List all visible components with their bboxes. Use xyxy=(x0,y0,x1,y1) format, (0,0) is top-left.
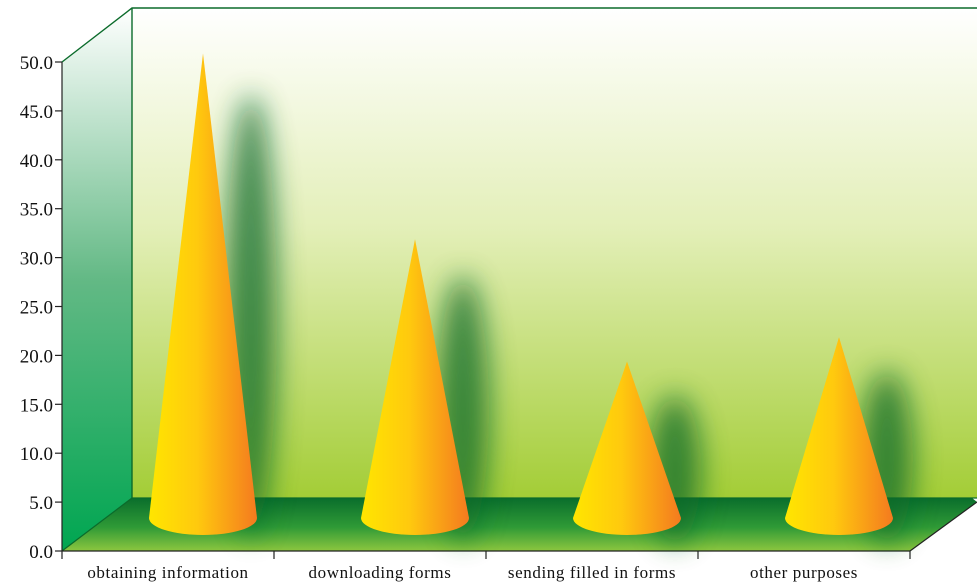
y-tick-label: 50.0 xyxy=(20,53,53,74)
floor-left-edge xyxy=(61,497,133,552)
x-tick-label: obtaining information xyxy=(87,563,248,582)
y-tick-label: 5.0 xyxy=(29,493,53,514)
y-axis: 0.0 5.0 10.0 15.0 20.0 25.0 30.0 35.0 40.0 45.0 50… xyxy=(20,53,63,563)
cones xyxy=(149,53,893,535)
floor xyxy=(62,498,977,551)
cone-bar xyxy=(361,239,469,535)
y-tick-label: 45.0 xyxy=(20,102,53,123)
side-wall xyxy=(62,8,132,551)
cone-bar xyxy=(785,337,893,535)
cone-bar xyxy=(573,361,681,535)
y-tick-label: 0.0 xyxy=(29,542,53,563)
y-tick-label: 40.0 xyxy=(20,151,53,172)
x-tick-label: sending filled in forms xyxy=(508,563,676,582)
x-tick-label: other purposes xyxy=(750,563,858,582)
y-tick-label: 30.0 xyxy=(20,249,53,270)
y-tick-label: 20.0 xyxy=(20,346,53,367)
x-axis: obtaining information downloading forms se… xyxy=(61,550,911,582)
chart-walls xyxy=(61,7,977,552)
y-tick-label: 35.0 xyxy=(20,200,53,221)
back-wall xyxy=(132,8,977,498)
floor-right-edge xyxy=(909,501,977,552)
x-tick-label: downloading forms xyxy=(309,563,452,582)
y-tick-label: 25.0 xyxy=(20,298,53,319)
y-tick-label: 10.0 xyxy=(20,444,53,465)
y-tick-label: 15.0 xyxy=(20,395,53,416)
cone-bar xyxy=(149,53,257,535)
